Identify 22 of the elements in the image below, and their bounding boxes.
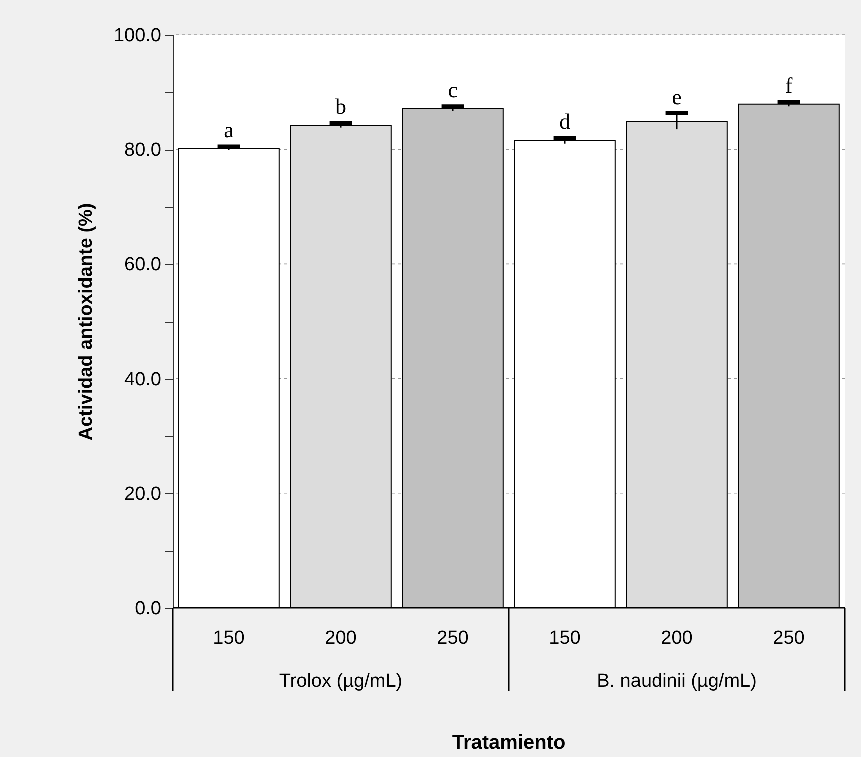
data-label: c <box>448 78 458 103</box>
x-tick-label: 150 <box>549 628 581 649</box>
y-tick-label: 80.0 <box>124 140 162 162</box>
text: Trolox (µg/mL) <box>279 671 403 692</box>
y-tick-label: 100.0 <box>114 26 162 46</box>
y-tick-label: 20.0 <box>124 484 162 505</box>
data-label: e <box>672 84 682 110</box>
x-tick-label: 200 <box>325 628 357 649</box>
text: B. naudinii (µg/mL) <box>597 671 757 692</box>
y-axis-title: Actividad antioxidante (%) <box>76 203 97 441</box>
y-tick-label: 40.0 <box>124 369 162 390</box>
y-tick-label: 0.0 <box>135 598 162 620</box>
x-axis-title: Tratamiento <box>452 732 566 754</box>
x-tick-label: 250 <box>773 628 805 649</box>
data-label: f <box>785 73 794 98</box>
data-label: d <box>560 109 570 134</box>
y-tick-label: 60.0 <box>124 254 162 276</box>
data-label: b <box>336 94 346 120</box>
data-label: a <box>224 118 234 143</box>
x-tick-label: 250 <box>437 628 469 649</box>
x-tick-label: 150 <box>213 628 245 649</box>
x-tick-label: 200 <box>661 628 693 649</box>
